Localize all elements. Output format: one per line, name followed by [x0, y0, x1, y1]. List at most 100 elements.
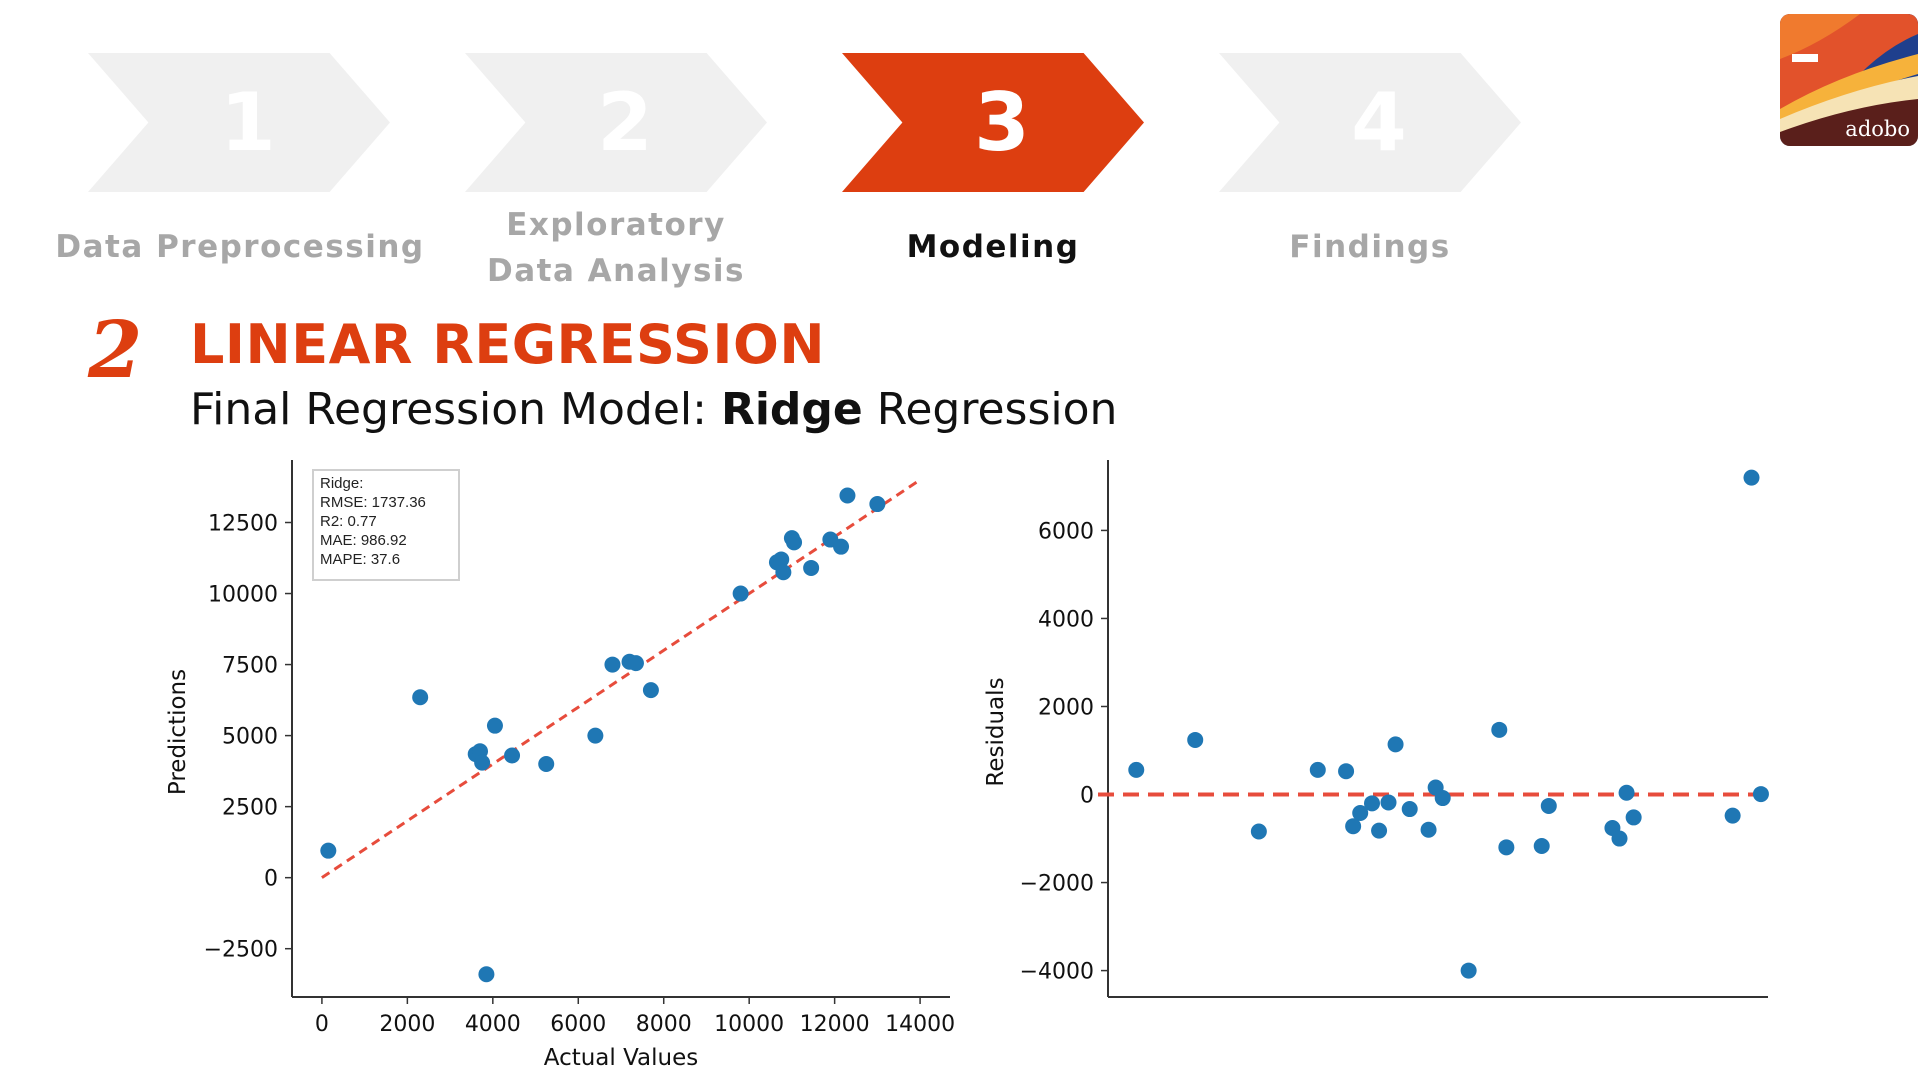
data-point [773, 551, 790, 568]
section-number: 2 [88, 305, 143, 396]
legend-line: RMSE: 1737.36 [320, 494, 426, 511]
y-axis-label: Residuals [983, 677, 1009, 786]
y-tick-label: 6000 [1038, 519, 1094, 544]
data-point [869, 496, 886, 513]
data-point [1491, 721, 1508, 738]
data-point [1625, 809, 1642, 826]
x-tick-label: 14000 [885, 1012, 955, 1037]
step-chevron-4[interactable]: 4 [1219, 53, 1521, 192]
y-tick-label: −4000 [1020, 960, 1094, 985]
x-tick-label: 4000 [465, 1012, 521, 1037]
y-tick-label: −2500 [204, 938, 278, 963]
legend-box [312, 469, 460, 581]
x-tick-label: 6000 [550, 1012, 606, 1037]
data-point [1371, 822, 1388, 839]
data-point [642, 682, 659, 699]
data-point [1187, 731, 1204, 748]
data-point [486, 717, 503, 734]
data-point [1743, 469, 1760, 486]
y-tick-label: 0 [1080, 784, 1094, 809]
step-label-3: Modeling [803, 224, 1183, 270]
legend-line: MAE: 986.92 [320, 532, 407, 549]
data-point [1498, 839, 1515, 856]
y-tick-label: 2000 [1038, 695, 1094, 720]
step-label-line: Data Preprocessing [55, 229, 425, 265]
data-point [412, 689, 429, 706]
step-label-line: Data Analysis [486, 253, 746, 289]
data-point [1338, 763, 1355, 780]
step-label-line: Exploratory [506, 207, 726, 243]
data-point [1309, 761, 1326, 778]
section-subtitle: Final Regression Model: Ridge Regression [190, 384, 1118, 435]
data-point [1434, 790, 1451, 807]
data-point [1387, 736, 1404, 753]
data-point [1250, 823, 1267, 840]
data-point [1345, 818, 1362, 835]
y-tick-label: 5000 [222, 725, 278, 750]
data-point [1611, 830, 1628, 847]
data-point [474, 754, 491, 771]
data-point [775, 564, 792, 581]
data-point [786, 534, 803, 551]
subtitle-bold: Ridge [720, 384, 863, 435]
step-number: 3 [974, 75, 1030, 169]
y-tick-label: 7500 [222, 654, 278, 679]
logo-graphic [1780, 14, 1918, 146]
data-point [1420, 821, 1437, 838]
data-point [604, 656, 621, 673]
adobo-logo: adobo [1780, 14, 1918, 146]
data-point [1533, 838, 1550, 855]
x-tick-label: 8000 [636, 1012, 692, 1037]
data-point [732, 585, 749, 602]
data-point [538, 756, 555, 773]
step-number: 2 [597, 75, 653, 169]
data-point [833, 538, 850, 555]
logo-text: adobo [1845, 117, 1910, 141]
y-tick-label: 0 [264, 867, 278, 892]
x-axis-label: Actual Values [544, 1045, 699, 1071]
step-label-1: Data Preprocessing [50, 224, 430, 270]
step-label-4: Findings [1180, 224, 1560, 270]
chart-1: −2500 0 2500 5000 7500 10000 12500 0 2000 4000 600… [165, 460, 955, 1071]
y-tick-label: 4000 [1038, 607, 1094, 632]
data-point [504, 747, 521, 764]
x-tick-label: 10000 [714, 1012, 784, 1037]
legend-line: R2: 0.77 [320, 513, 377, 530]
x-tick-label: 0 [315, 1012, 329, 1037]
step-number: 1 [220, 75, 276, 169]
data-point [1752, 786, 1769, 803]
legend-line: Ridge: [320, 475, 363, 492]
subtitle-suffix: Regression [862, 384, 1118, 435]
data-point [1380, 794, 1397, 811]
subtitle-prefix: Final Regression Model: [190, 384, 721, 435]
x-tick-label: 2000 [379, 1012, 435, 1037]
data-point [1364, 795, 1380, 812]
section-title: LINEAR REGRESSION [190, 313, 826, 376]
data-point [1618, 784, 1635, 801]
data-point [320, 842, 337, 859]
x-tick-label: 12000 [800, 1012, 870, 1037]
y-tick-label: 10000 [208, 583, 278, 608]
step-label-2: Exploratory Data Analysis [426, 202, 806, 294]
data-point [1352, 805, 1369, 822]
data-point [1724, 807, 1741, 824]
y-axis-label: Predictions [165, 669, 191, 795]
data-point [1128, 761, 1145, 778]
data-point [803, 559, 820, 576]
chart-2: −4000 −2000 0 2000 4000 6000 Residuals [983, 460, 1769, 998]
step-label-line: Findings [1289, 229, 1451, 265]
y-tick-label: 2500 [222, 796, 278, 821]
y-tick-label: −2000 [1020, 872, 1094, 897]
data-point [587, 727, 604, 744]
legend-line: MAPE: 37.6 [320, 551, 400, 568]
step-label-line: Modeling [906, 229, 1080, 265]
data-point [1460, 962, 1477, 979]
y-tick-label: 12500 [208, 512, 278, 537]
data-point [1401, 801, 1418, 818]
step-number: 4 [1351, 75, 1407, 169]
data-point [627, 655, 644, 672]
data-point [478, 966, 495, 983]
data-point [1540, 797, 1557, 814]
data-point [839, 487, 856, 504]
